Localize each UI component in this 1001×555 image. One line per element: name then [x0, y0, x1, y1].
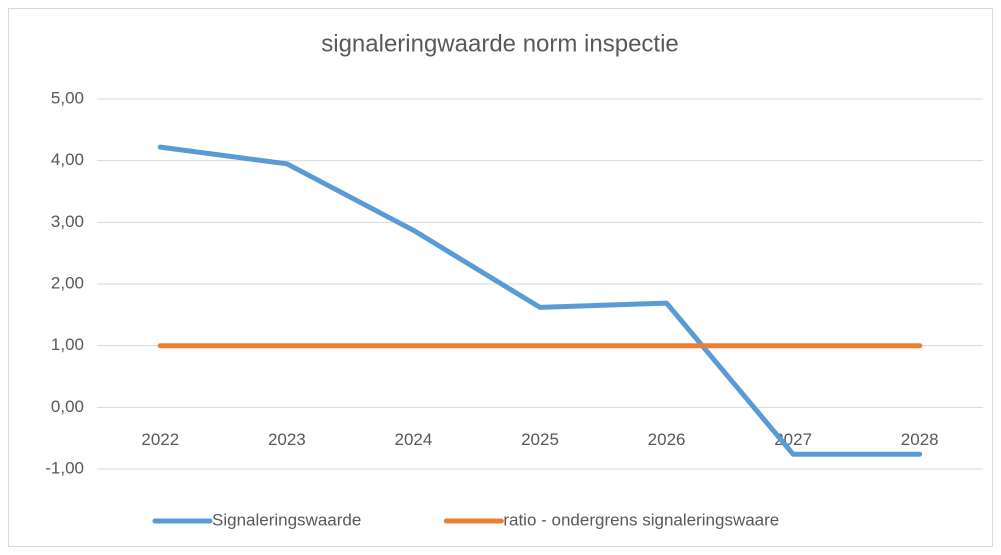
x-tick-label: 2023: [268, 430, 306, 449]
line-series: [157, 144, 923, 457]
y-tick-label: 1,00: [51, 335, 84, 354]
y-tick-label: 4,00: [51, 150, 84, 169]
y-tick-label: 0,00: [51, 397, 84, 416]
chart-border: [8, 8, 993, 547]
y-tick-label: 2,00: [51, 273, 84, 292]
y-tick-label: 5,00: [51, 88, 84, 107]
x-tick-label: 2022: [141, 430, 179, 449]
x-tick-label: 2025: [521, 430, 559, 449]
y-tick-label: 3,00: [51, 212, 84, 231]
x-tick-label: 2024: [395, 430, 433, 449]
x-tick-label: 2026: [648, 430, 686, 449]
chart-title: signaleringwaarde norm inspectie: [321, 30, 679, 57]
legend-label: ratio - ondergrens signaleringswaare: [503, 510, 779, 529]
y-tick-label: -1,00: [45, 458, 84, 477]
x-tick-label: 2028: [901, 430, 939, 449]
legend-label: Signaleringswaarde: [212, 510, 361, 529]
